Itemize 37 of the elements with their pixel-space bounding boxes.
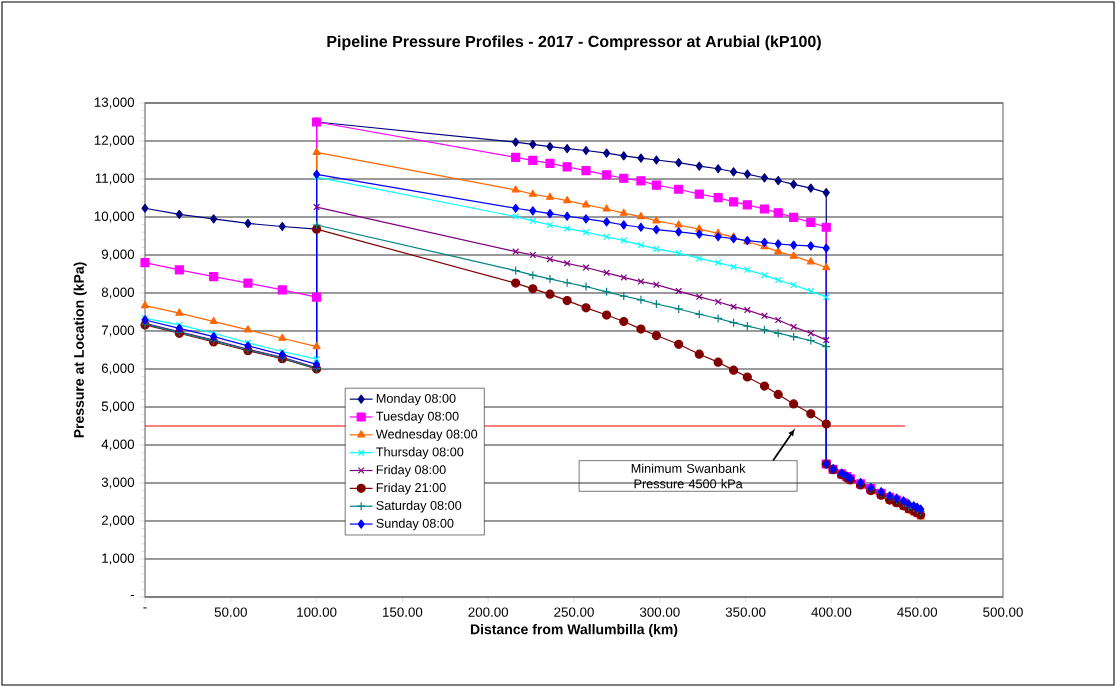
legend-label: Friday 08:00 [376,464,446,477]
x-tick-label: 450.00 [897,607,938,617]
x-tick-label: 300.00 [639,607,680,617]
x-tick-label: 500.00 [983,607,1023,617]
legend-label: Thursday 08:00 [376,447,464,459]
x-tick-label: 250.00 [554,607,594,617]
legend-label: Wednesday 08:00 [375,429,478,442]
y-axis-title: Pressure at Location (kPa) [73,262,87,438]
y-tick-label: 4,000 [101,439,135,451]
y-tick-label: 5,000 [101,401,135,413]
y-tick-label: 1,000 [102,553,135,565]
legend-label: Tuesday 08:00 [376,411,459,424]
y-tick-label: 7,000 [101,325,135,337]
legend-label: Monday 08:00 [376,393,456,406]
y-tick-label: 10,000 [94,211,135,223]
y-tick-label: 2,000 [101,515,135,527]
y-tick-label: 9,000 [101,249,135,261]
y-tick-label: 12,000 [94,135,135,147]
legend-label: Sunday 08:00 [376,518,454,531]
chart-title: Pipeline Pressure Profiles - 2017 - Compressor at Arubial (kP100) [327,35,821,51]
x-tick-label: 50.00 [214,607,247,617]
x-tick-label: 100.00 [297,607,337,617]
y-tick-label: 8,000 [101,287,135,299]
x-tick-label: 200.00 [468,607,509,617]
x-tick-label: - [143,607,147,609]
legend-label: Saturday 08:00 [376,500,462,513]
x-tick-label: 350.00 [725,607,766,617]
x-tick-label: 400.00 [811,607,852,617]
x-axis-title: Distance from Wallumbilla (km) [470,624,678,638]
y-tick-label: - [130,594,135,596]
y-tick-label: 6,000 [101,363,135,375]
y-tick-label: 3,000 [101,477,135,489]
legend-label: Friday 21:00 [376,482,446,495]
x-tick-label: 150.00 [383,607,423,617]
y-tick-label: 11,000 [95,173,135,185]
y-tick-label: 13,000 [94,97,135,109]
annotation: Minimum Swanbank Pressure 4500 kPa [631,463,746,489]
